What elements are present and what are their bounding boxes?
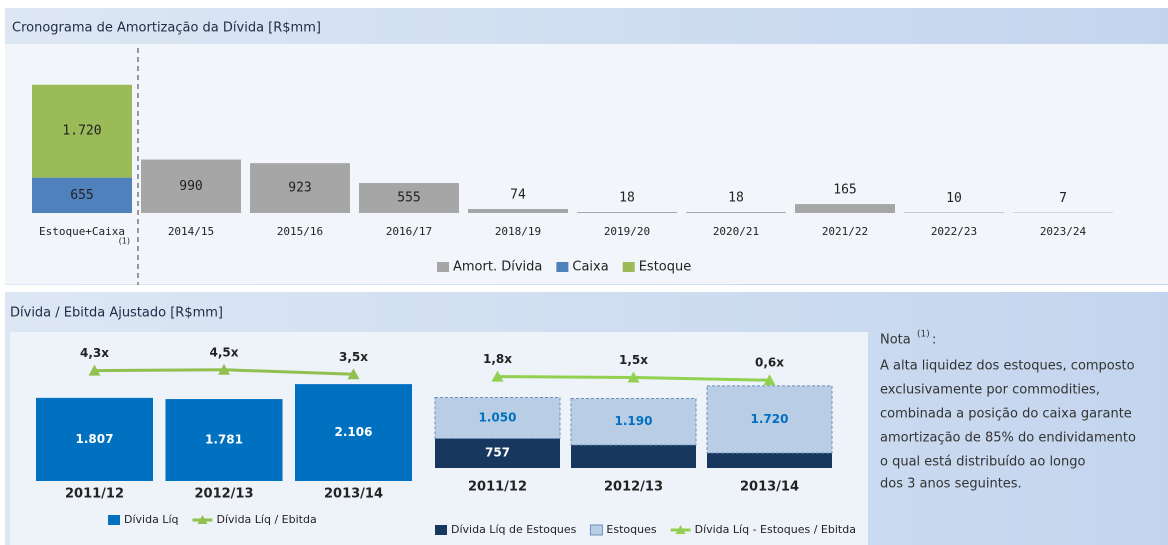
value-label: 655 <box>70 188 93 203</box>
bar <box>904 212 1004 213</box>
bar <box>707 452 832 468</box>
value-label: 18 <box>619 191 635 206</box>
value-label: 1.050 <box>479 411 517 425</box>
value-label: 1.720 <box>751 412 789 426</box>
x-tick-label: 2021/22 <box>822 225 868 238</box>
legend-swatch <box>197 515 208 524</box>
note-line: dos 3 anos seguintes. <box>880 477 1022 492</box>
bar <box>435 438 560 468</box>
marker <box>347 368 360 380</box>
marker <box>627 371 640 383</box>
legend-swatch <box>589 524 603 536</box>
legend-swatch <box>675 525 686 534</box>
value-label: 923 <box>288 181 311 196</box>
value-label: 4,5x <box>210 345 239 359</box>
bar <box>165 399 283 481</box>
legend-swatch <box>108 515 120 525</box>
marker <box>88 364 101 376</box>
note-line: exclusivamente por commodities, <box>880 383 1100 398</box>
legend-swatch <box>437 262 449 272</box>
value-label: 1,8x <box>483 352 512 366</box>
note-superscript: (1) <box>917 330 930 340</box>
x-tick-label: 2018/19 <box>495 225 541 238</box>
x-tick-label: 2012/13 <box>604 480 663 495</box>
value-label: 165 <box>833 183 856 198</box>
legend-swatch <box>435 525 447 535</box>
legend-label: Caixa <box>572 260 608 275</box>
value-label: 1.781 <box>205 433 243 447</box>
x-tick-label: 2015/16 <box>277 225 323 238</box>
note-line: amortização de 85% do endividamento <box>880 431 1136 446</box>
x-tick-label: 2013/14 <box>740 480 799 495</box>
marker <box>218 363 230 375</box>
bar <box>795 204 895 213</box>
note-title: Nota <box>880 333 911 348</box>
note: Nota (1) : <box>880 330 936 348</box>
marker <box>491 370 504 382</box>
bar <box>706 385 833 454</box>
bar <box>571 444 696 468</box>
bar <box>250 163 350 213</box>
value-label: 7 <box>1059 191 1067 206</box>
value-label: 990 <box>179 179 202 194</box>
bar <box>686 212 786 213</box>
marker <box>763 374 776 386</box>
value-label: 4,3x <box>80 346 109 360</box>
legend-swatch <box>622 262 635 272</box>
x-tick-label: 2014/15 <box>168 225 214 238</box>
bar <box>32 177 132 213</box>
chart-title: Cronograma de Amortização da Dívida [R$m… <box>12 21 321 36</box>
bar <box>141 159 241 213</box>
legend-label: Estoques <box>606 523 656 536</box>
bar <box>36 397 153 481</box>
bar <box>359 183 459 213</box>
x-tick-label: 2011/12 <box>65 487 124 502</box>
legend-label: Estoque <box>639 260 692 275</box>
bar <box>32 84 132 178</box>
value-label: 1.190 <box>615 414 653 428</box>
value-label: 1.807 <box>76 432 114 446</box>
value-label: 18 <box>728 191 744 206</box>
note-line: combinada a posição do caixa garante <box>880 407 1132 422</box>
note-line: A alta liquidez dos estoques, composto <box>880 359 1135 374</box>
note-line: o qual está distribuído ao longo <box>880 455 1085 470</box>
x-tick-label: 2016/17 <box>386 225 432 238</box>
legend-label: Amort. Dívida <box>453 260 542 275</box>
chart-title: Dívida / Ebitda Ajustado [R$mm] <box>10 306 223 321</box>
value-label: 74 <box>510 188 526 203</box>
note-colon: : <box>932 333 936 348</box>
x-tick-label: Estoque+Caixa <box>39 225 125 238</box>
value-label: 3,5x <box>339 350 368 364</box>
value-label: 1.720 <box>62 124 101 139</box>
value-label: 555 <box>397 191 420 206</box>
x-tick-label: 2012/13 <box>194 487 253 502</box>
legend-label: Dívida Líq / Ebitda <box>216 513 316 526</box>
value-label: 1,5x <box>619 353 648 367</box>
chart: 2011/12 2012/13 2013/14 1.807 1.781 2.106 4,3x… <box>36 345 412 526</box>
x-tick-label: 2022/23 <box>931 225 977 238</box>
x-tick-label: 2013/14 <box>324 487 383 502</box>
chart: 2011/122012/132013/147575913861.0501.190… <box>434 352 856 536</box>
bar <box>570 398 697 446</box>
x-tick-label: 2023/24 <box>1040 225 1087 238</box>
value-label: 2.106 <box>335 425 373 439</box>
x-tick-label: 2011/12 <box>468 480 527 495</box>
legend-label: Dívida Líq <box>124 513 178 526</box>
x-tick-label: 2019/20 <box>604 225 650 238</box>
legend-label: Dívida Líq de Estoques <box>451 523 577 536</box>
value-label: 757 <box>485 446 510 460</box>
legend-label: Dívida Líq - Estoques / Ebitda <box>695 523 856 536</box>
bar <box>468 209 568 213</box>
value-label: 0,6x <box>755 356 784 370</box>
value-label: 10 <box>946 191 962 206</box>
footnote: (1) <box>119 237 130 246</box>
legend-swatch <box>556 262 569 272</box>
x-tick-label: 2020/21 <box>713 225 759 238</box>
bar <box>577 212 677 213</box>
chart: Estoque+Caixa 2014/15 2015/16 2016/17 2018/1… <box>32 84 1113 275</box>
bar <box>295 384 412 481</box>
bar <box>434 397 561 439</box>
